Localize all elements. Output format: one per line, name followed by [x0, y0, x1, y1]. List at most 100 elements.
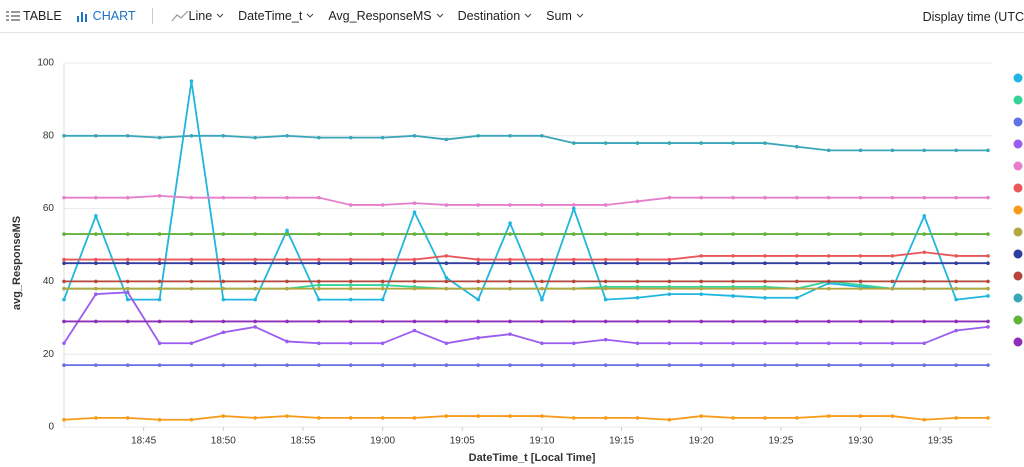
- data-point: [571, 141, 576, 145]
- chart-tab[interactable]: CHART: [76, 9, 136, 23]
- legend-marker: [1013, 205, 1023, 215]
- table-label: TABLE: [23, 9, 62, 23]
- data-point: [699, 319, 704, 324]
- data-point: [444, 203, 449, 207]
- data-point: [476, 319, 481, 324]
- data-point: [157, 286, 162, 291]
- data-point: [285, 414, 289, 418]
- legend-marker: [1013, 227, 1023, 237]
- data-point: [795, 341, 799, 346]
- legend-marker: [1013, 337, 1023, 347]
- table-tab[interactable]: TABLE: [6, 9, 62, 23]
- data-point: [890, 319, 895, 324]
- data-point: [635, 416, 640, 420]
- aggregation-dropdown[interactable]: Sum: [546, 9, 584, 23]
- data-point: [380, 416, 385, 420]
- data-point: [189, 257, 194, 262]
- data-point: [858, 414, 863, 418]
- chart-type-dropdown[interactable]: Line: [167, 9, 225, 23]
- series-line: [64, 194, 988, 206]
- data-point: [954, 328, 958, 333]
- data-point: [954, 297, 958, 302]
- data-point: [540, 297, 544, 302]
- data-point: [125, 195, 130, 200]
- legend-marker: [1013, 73, 1023, 83]
- data-point: [125, 290, 130, 295]
- data-point: [571, 279, 576, 284]
- data-point: [94, 232, 98, 236]
- data-point: [571, 416, 576, 420]
- data-point: [508, 363, 512, 367]
- data-point: [826, 414, 831, 418]
- data-point: [348, 135, 353, 140]
- data-point: [412, 201, 417, 205]
- data-point: [795, 232, 799, 236]
- data-point: [540, 279, 544, 284]
- data-point: [444, 232, 449, 236]
- data-point: [62, 257, 66, 262]
- data-point: [189, 134, 194, 138]
- data-point: [221, 257, 226, 262]
- data-point: [285, 134, 289, 138]
- data-point: [795, 286, 799, 291]
- data-point: [348, 232, 353, 236]
- data-point: [508, 414, 512, 418]
- data-point: [635, 319, 640, 324]
- data-point: [508, 203, 512, 207]
- data-point: [348, 203, 353, 207]
- data-point: [444, 261, 449, 265]
- data-point: [285, 286, 289, 291]
- data-point: [125, 363, 130, 367]
- data-point: [826, 341, 831, 346]
- data-point: [922, 261, 927, 265]
- data-point: [922, 195, 927, 200]
- data-point: [62, 134, 66, 138]
- data-point: [890, 195, 895, 200]
- data-point: [795, 295, 799, 300]
- data-point: [444, 137, 449, 142]
- data-point: [922, 363, 927, 367]
- data-point: [317, 135, 321, 140]
- data-point: [731, 319, 735, 324]
- data-point: [62, 297, 66, 302]
- data-point: [954, 254, 958, 258]
- series-line: [64, 134, 988, 152]
- data-point: [635, 279, 640, 284]
- data-point: [858, 363, 863, 367]
- x-column-dropdown[interactable]: DateTime_t: [238, 9, 314, 23]
- data-point: [412, 319, 417, 324]
- aggregation: Sum: [546, 9, 572, 23]
- data-point: [412, 232, 417, 236]
- data-point: [635, 257, 640, 262]
- data-point: [94, 416, 98, 420]
- y-column-dropdown[interactable]: Avg_ResponseMS: [328, 9, 443, 23]
- data-point: [986, 261, 990, 265]
- display-time[interactable]: Display time (UTC: [922, 10, 1024, 24]
- x-tick-label: 19:10: [529, 436, 554, 447]
- data-point: [540, 203, 544, 207]
- data-point: [954, 232, 958, 236]
- data-point: [189, 286, 194, 291]
- data-point: [94, 214, 98, 218]
- data-point: [635, 232, 640, 236]
- data-point: [826, 232, 831, 236]
- data-point: [635, 363, 640, 367]
- data-point: [94, 292, 98, 296]
- data-point: [731, 232, 735, 236]
- data-point: [444, 279, 449, 284]
- data-point: [157, 232, 162, 236]
- data-point: [731, 141, 735, 145]
- split-dropdown[interactable]: Destination: [458, 9, 533, 23]
- data-point: [380, 297, 385, 302]
- x-tick-label: 19:05: [450, 436, 475, 447]
- data-point: [94, 363, 98, 367]
- data-point: [253, 286, 257, 291]
- data-point: [221, 363, 226, 367]
- data-point: [157, 261, 162, 265]
- data-point: [986, 319, 990, 324]
- data-point: [890, 261, 895, 265]
- legend-marker: [1013, 161, 1023, 171]
- data-point: [285, 257, 289, 262]
- data-point: [922, 417, 927, 422]
- data-point: [348, 319, 353, 324]
